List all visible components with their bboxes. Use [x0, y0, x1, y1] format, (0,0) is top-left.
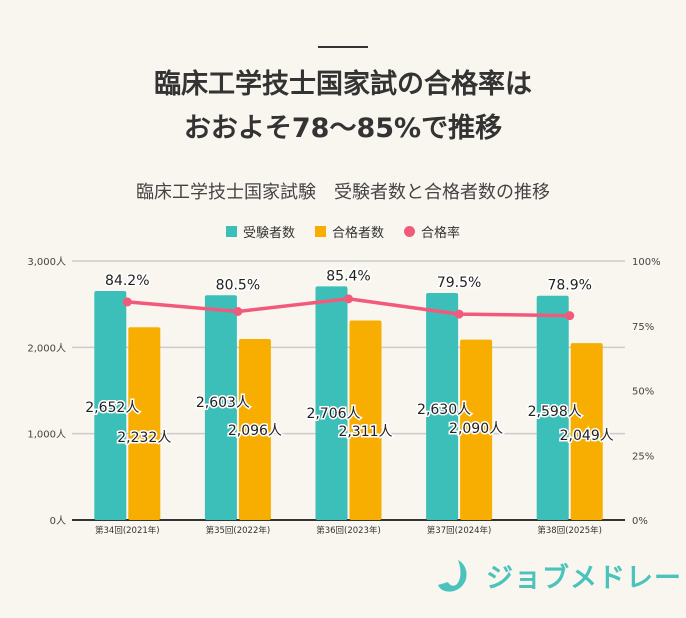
right-axis-tick: 100%	[632, 257, 661, 268]
bar-passers	[570, 343, 603, 520]
brand-logo: ジョブメドレー	[436, 556, 682, 595]
pass-rate-label: 78.9%	[547, 278, 591, 294]
right-axis-tick: 25%	[632, 451, 654, 462]
legend-item-passers: 合格者数	[314, 222, 384, 241]
pass-rate-point	[565, 311, 575, 321]
bar-passers	[128, 327, 161, 520]
legend-label: 合格者数	[331, 226, 384, 241]
x-axis-tick: 第38回(2025年)	[537, 525, 602, 536]
left-axis-tick: 3,000人	[27, 256, 66, 268]
legend-swatch	[404, 226, 415, 237]
x-axis-tick: 第37回(2024年)	[427, 525, 492, 536]
headline-line-2: おおよそ78～85%で推移	[183, 113, 503, 144]
examinees-label: 2,652人	[85, 400, 139, 416]
bar-examinees	[94, 291, 127, 520]
pass-rate-point	[454, 309, 464, 319]
right-axis-tick: 50%	[632, 387, 654, 398]
examinees-label: 2,630人	[417, 402, 471, 418]
chart-title: 臨床工学技士国家試験 受験者数と合格者数の推移	[136, 182, 550, 203]
legend-item-examinees: 受験者数	[225, 222, 295, 241]
x-axis-tick: 第35回(2022年)	[206, 525, 271, 536]
bar-passers	[238, 339, 271, 520]
brand-name: ジョブメドレー	[486, 563, 682, 594]
bar-passers	[460, 339, 493, 520]
examinees-label: 2,598人	[528, 404, 582, 420]
title-rule	[318, 46, 368, 48]
left-axis-tick: 2,000人	[27, 342, 66, 354]
pass-rate-point	[122, 297, 132, 307]
examinees-label: 2,603人	[196, 395, 250, 411]
bar-examinees	[536, 295, 569, 520]
pass-rate-label: 84.2%	[105, 273, 149, 289]
passers-label: 2,311人	[338, 424, 392, 440]
pass-rate-label: 80.5%	[216, 277, 260, 293]
passers-label: 2,232人	[117, 430, 171, 446]
bar-examinees	[426, 292, 459, 520]
pass-rate-label: 85.4%	[326, 268, 370, 284]
right-axis-tick: 75%	[632, 322, 654, 333]
pass-rate-label: 79.5%	[437, 275, 481, 291]
legend-swatch	[225, 226, 237, 237]
legend-swatch	[314, 226, 326, 237]
bar-examinees	[204, 295, 237, 520]
pass-rate-point	[344, 294, 353, 304]
passers-label: 2,090人	[449, 421, 503, 437]
examinees-label: 2,706人	[306, 406, 360, 422]
pass-rate-point	[233, 307, 243, 317]
bar-examinees	[315, 286, 348, 520]
left-axis-tick: 0人	[50, 515, 66, 527]
legend-label: 合格率	[421, 226, 461, 241]
legend-label: 受験者数	[242, 226, 295, 241]
bar-passers	[349, 320, 382, 520]
legend-item-pass-rate: 合格率	[404, 222, 460, 241]
passers-label: 2,049人	[560, 428, 614, 444]
left-axis-tick: 1,000人	[27, 429, 66, 441]
brand-logo-icon	[438, 559, 467, 592]
passers-label: 2,096人	[228, 423, 282, 439]
x-axis-tick: 第34回(2021年)	[95, 525, 160, 536]
right-axis-tick: 0%	[632, 516, 648, 527]
x-axis-tick: 第36回(2023年)	[316, 525, 381, 536]
headline-line-1: 臨床工学技士国家試の合格率は	[154, 69, 532, 100]
legend: 受験者数 合格者数 合格率	[0, 222, 686, 241]
